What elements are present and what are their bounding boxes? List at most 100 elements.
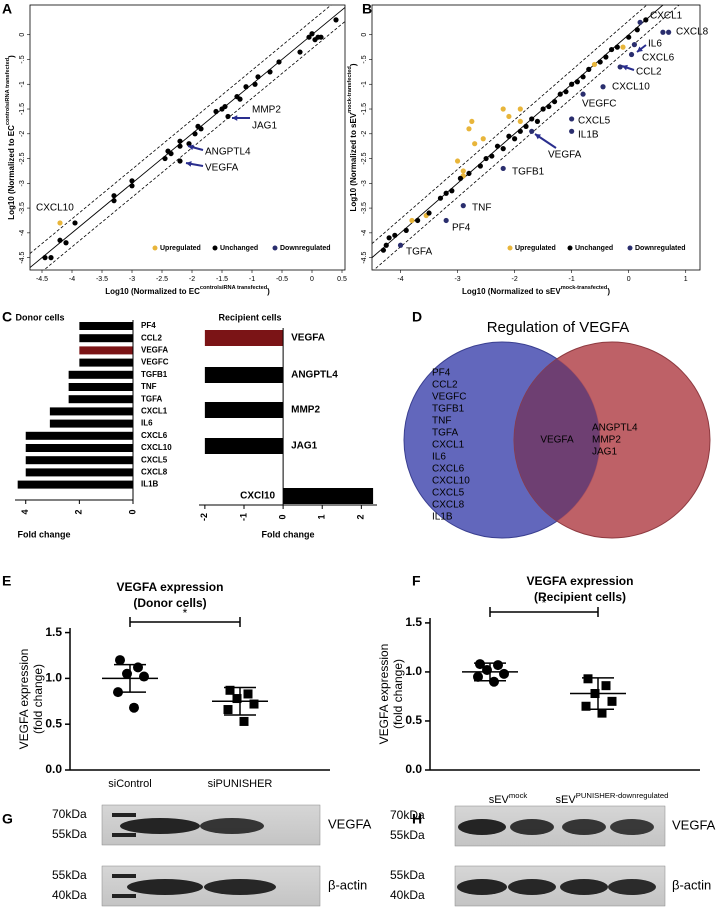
x-tick-label: -1: [238, 513, 248, 521]
blot-band: [127, 879, 203, 895]
data-point: [306, 34, 312, 40]
legend-swatch: [507, 245, 513, 251]
annotation: IL6: [648, 39, 662, 50]
lane-label: sEVmock: [489, 791, 528, 806]
ladder-band: [112, 813, 136, 817]
marker-label: 55kDa: [390, 828, 425, 842]
annotation: VEGFA: [205, 163, 239, 174]
data-point: [177, 158, 183, 164]
y-tick-label: -2: [19, 131, 26, 137]
data-point: [480, 136, 486, 142]
data-point: [546, 103, 552, 110]
data-point: [597, 59, 603, 65]
data-point: [139, 671, 149, 682]
arrow-head: [535, 134, 541, 140]
blot-band: [120, 818, 200, 834]
venn-left-item: TNF: [432, 416, 451, 427]
blot-band: [562, 819, 606, 835]
data-point: [620, 44, 626, 50]
data-point: [574, 79, 580, 85]
data-point: [628, 51, 635, 58]
venn-left-item: CXCL5: [432, 488, 465, 499]
x-axis-label-part: Log10 (Normalized to EC: [105, 287, 200, 296]
data-point: [309, 31, 315, 37]
bar: [68, 395, 133, 404]
x-axis-label-part: ): [267, 287, 270, 296]
data-point: [449, 188, 455, 194]
data-point: [660, 29, 666, 35]
category-label: PF4: [141, 321, 156, 330]
x-tick-label: 2: [356, 514, 366, 519]
data-point: [177, 143, 183, 149]
venn-right-item: MMP2: [592, 435, 621, 446]
data-point: [603, 54, 609, 60]
legend-label: Upregulated: [515, 245, 556, 252]
annotation: CXCL8: [676, 27, 709, 38]
venn-left-item: IL1B: [432, 512, 453, 523]
y-tick-label: -.5: [19, 55, 26, 63]
category-label: JAG1: [291, 441, 318, 452]
data-point: [415, 217, 421, 224]
data-point: [601, 681, 611, 691]
y-tick-label: -3: [361, 180, 368, 186]
panel-label: G: [2, 811, 13, 827]
arrow-head: [622, 64, 628, 71]
y-tick-label: -4: [19, 230, 26, 236]
x-tick-label: 0: [627, 276, 631, 283]
data-point: [409, 217, 415, 224]
x-axis-label: Fold change: [261, 529, 314, 539]
y-axis-label-part: ): [7, 55, 16, 58]
chart-title: VEGFA expression: [527, 574, 634, 588]
data-point: [489, 153, 495, 159]
marker-label: 40kDa: [390, 888, 425, 902]
y-axis-label-sup: controlsiRNA transfected: [5, 57, 11, 125]
blot-band: [457, 879, 507, 895]
data-point: [225, 685, 235, 695]
x-tick-label: 0: [310, 276, 314, 283]
category-label: CXCL5: [141, 455, 168, 464]
data-point: [493, 660, 503, 671]
x-tick-label: 0.5: [337, 276, 347, 283]
y-axis-label-sup: mock-transfected: [347, 66, 353, 113]
category-label: CXCL10: [141, 443, 172, 452]
blot-band: [508, 879, 556, 895]
data-point: [383, 242, 389, 248]
chart-title: (Donor cells): [133, 596, 206, 610]
data-point: [607, 696, 617, 706]
data-point: [540, 106, 546, 112]
x-axis-label: Log10 (Normalized to sEVmock-transfected…: [462, 285, 610, 296]
panel-label: H: [412, 811, 422, 827]
data-point: [580, 74, 586, 80]
data-point: [454, 158, 461, 164]
data-point: [42, 255, 48, 261]
data-point: [617, 64, 623, 70]
x-tick-label: -3.5: [96, 276, 108, 283]
data-point: [237, 96, 243, 102]
y-tick-label: -.5: [361, 55, 368, 63]
data-point: [591, 61, 598, 68]
data-point: [297, 49, 303, 55]
y-tick-label: -3.5: [19, 202, 26, 214]
data-point: [255, 74, 261, 80]
significance-label: *: [542, 596, 547, 610]
category-label: IL1B: [141, 480, 159, 489]
chart-title: VEGFA expression: [117, 580, 224, 594]
data-point: [506, 133, 512, 139]
x-tick-label: 0: [277, 514, 287, 519]
x-tick-label: -2: [199, 513, 209, 521]
data-point: [569, 116, 575, 122]
legend-swatch: [627, 245, 633, 251]
marker-label: 55kDa: [52, 827, 87, 841]
limit-line: [30, 5, 332, 254]
category-label: CCL2: [141, 333, 162, 342]
data-point: [168, 150, 174, 157]
data-point: [129, 183, 135, 189]
y-axis-label: VEGFA expression: [17, 649, 31, 750]
y-tick-label: 0.0: [45, 762, 62, 776]
data-point: [222, 103, 228, 110]
y-axis-label: (fold change): [391, 659, 405, 729]
venn-left-item: TGFA: [432, 428, 458, 439]
category-label: TNF: [141, 382, 157, 391]
marker-label: 70kDa: [52, 807, 87, 821]
data-point: [483, 155, 489, 162]
